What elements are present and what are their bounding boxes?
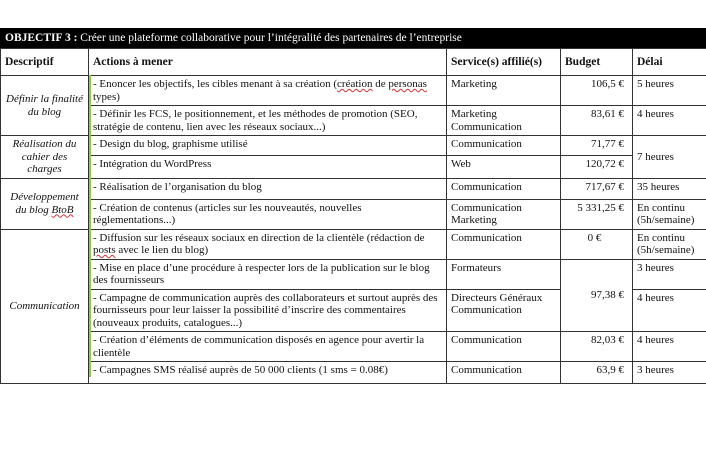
header-actions: Actions à mener (88, 48, 447, 76)
delai-cell: 4 heures (632, 288, 706, 332)
action-cell: - Réalisation de l’organisation du blog (88, 177, 447, 200)
objective-label: OBJECTIF 3 : (5, 32, 78, 44)
delai-cell: En continu (5h/semaine) (632, 198, 706, 230)
group-communication: Communication (0, 228, 89, 384)
objective-text: Créer une plateforme collaborative pour … (80, 32, 462, 44)
budget-cell: 82,03 € (560, 331, 633, 362)
group-developpement: Développement du blog BtoB (0, 177, 89, 230)
action-cell: - Création d’éléments de communication d… (88, 331, 447, 362)
service-cell: Communication Marketing (446, 198, 561, 230)
action-cell: - Diffusion sur les réseaux sociaux en d… (88, 228, 447, 260)
service-cell: Communication (446, 177, 561, 200)
header-services: Service(s) affilié(s) (446, 48, 561, 76)
service-cell: Marketing (446, 75, 561, 106)
table-row: Communication - Diffusion sur les réseau… (0, 228, 706, 384)
action-cell: - Design du blog, graphisme utilisé (88, 134, 447, 157)
table-row: - Définir les FCS, le positionnement, et… (1, 105, 706, 136)
table-row: - Mise en place d’une procédure à respec… (1, 258, 706, 332)
budget-cell: 0 € (560, 228, 633, 260)
service-cell: Communication (446, 134, 561, 157)
service-cell: Formateurs (446, 258, 561, 290)
table-row: - Création de contenus (articles sur les… (1, 198, 706, 230)
action-cell: - Campagnes SMS réalisé auprès de 50 000… (88, 361, 447, 384)
delai-cell: 4 heures (632, 105, 706, 136)
budget-cell: 83,61 € (560, 105, 633, 136)
service-cell: Communication (446, 331, 561, 362)
budget-cell: 63,9 € (560, 361, 633, 384)
budget-cell: 120,72 € (560, 155, 633, 179)
budget-cell: 5 331,25 € (560, 198, 633, 230)
table-row: - Campagne de communication auprès des c… (1, 288, 706, 332)
objective-title: OBJECTIF 3 : Créer une plateforme collab… (0, 28, 706, 48)
service-cell: Web (446, 155, 561, 179)
action-cell: - Intégration du WordPress (88, 155, 447, 179)
green-margin-line (89, 75, 91, 377)
service-cell: Communication (446, 361, 561, 384)
budget-cell: 71,77 € (560, 134, 633, 157)
action-cell: - Campagne de communication auprès des c… (88, 288, 447, 332)
budget-cell: 106,5 € (560, 75, 633, 106)
table-row: Développement du blog BtoB - Réalisation… (0, 177, 706, 230)
header-descriptif: Descriptif (0, 48, 89, 76)
action-cell: - Enoncer les objectifs, les cibles mena… (88, 75, 447, 106)
table-row: Réalisation du cahier des charges - Desi… (0, 134, 706, 179)
header-budget: Budget (560, 48, 633, 76)
delai-cell: 35 heures (632, 177, 706, 200)
delai-cell: 3 heures (632, 361, 706, 384)
group-definir: Définir la finalité du blog (0, 75, 89, 136)
budget-cell: 717,67 € (560, 177, 633, 200)
objective-table: Descriptif Actions à mener Service(s) af… (0, 48, 706, 384)
delai-cell: En continu (5h/semaine) (632, 228, 706, 260)
action-cell: - Définir les FCS, le positionnement, et… (88, 105, 447, 136)
delai-cell: 3 heures (632, 258, 706, 290)
table-row: - Création d’éléments de communication d… (1, 331, 706, 362)
table-row: - Campagnes SMS réalisé auprès de 50 000… (1, 361, 706, 384)
delai-cell: 4 heures (632, 331, 706, 362)
table-row: - Intégration du WordPress Web 120,72 € (1, 155, 706, 179)
header-delai: Délai (632, 48, 706, 76)
service-cell: Communication (446, 228, 561, 260)
objective-table-container: OBJECTIF 3 : Créer une plateforme collab… (0, 28, 706, 384)
budget-cell: 97,38 € (560, 258, 633, 332)
service-cell: Marketing Communication (446, 105, 561, 136)
group-cahier: Réalisation du cahier des charges (0, 135, 89, 179)
table-row: Définir la finalité du blog - Enoncer le… (0, 75, 706, 136)
delai-cell: 5 heures (632, 75, 706, 106)
delai-cell: 7 heures (632, 135, 706, 179)
service-cell: Directeurs Généraux Communication (446, 288, 561, 332)
action-cell: - Mise en place d’une procédure à respec… (88, 258, 447, 290)
header-row: Descriptif Actions à mener Service(s) af… (0, 48, 706, 76)
action-cell: - Création de contenus (articles sur les… (88, 198, 447, 230)
